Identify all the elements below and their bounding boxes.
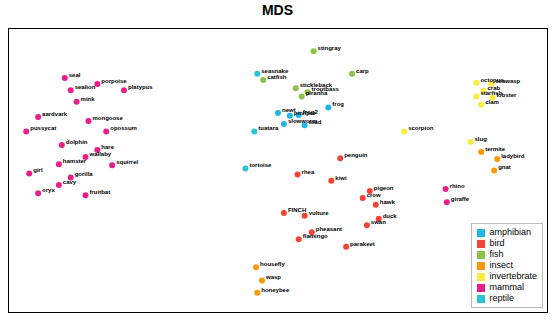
svg-text:gnat: gnat: [498, 164, 511, 170]
svg-text:porpoise: porpoise: [101, 78, 127, 84]
svg-text:catfish: catfish: [267, 74, 287, 80]
svg-text:hawk: hawk: [380, 199, 396, 205]
svg-text:vulture: vulture: [309, 210, 330, 216]
svg-text:wallaby: wallaby: [89, 151, 112, 157]
svg-text:housefly: housefly: [260, 261, 285, 267]
svg-text:newt: newt: [282, 106, 296, 113]
svg-text:FINCH: FINCH: [288, 207, 306, 213]
svg-text:tortoise: tortoise: [249, 162, 272, 168]
svg-text:slowworm: slowworm: [287, 117, 318, 124]
svg-text:flamingo: flamingo: [303, 233, 328, 239]
svg-text:mink: mink: [81, 96, 96, 102]
svg-text:pussycat: pussycat: [30, 125, 56, 131]
svg-text:kiwi: kiwi: [335, 175, 347, 181]
html-text:bird: bird: [489, 238, 505, 248]
svg-text:lobster: lobster: [496, 92, 517, 98]
svg-text:cavy: cavy: [63, 179, 77, 185]
svg-text:hamster: hamster: [63, 158, 87, 164]
html-text:reptile: reptile: [489, 293, 514, 303]
svg-text:squirrel: squirrel: [116, 159, 138, 165]
svg-text:girl: girl: [33, 167, 43, 173]
svg-text:starfish: starfish: [480, 90, 503, 97]
svg-text:slug: slug: [475, 136, 488, 142]
svg-text:platypus: platypus: [128, 84, 153, 90]
svg-text:fruitbat: fruitbat: [90, 189, 111, 195]
svg-text:sealion: sealion: [75, 84, 96, 90]
svg-text:seawasp: seawasp: [495, 78, 520, 84]
svg-text:tuatara: tuatara: [258, 125, 279, 131]
svg-text:stingray: stingray: [318, 45, 342, 51]
svg-text:dolphin: dolphin: [66, 139, 88, 145]
svg-text:oryx: oryx: [42, 187, 55, 193]
svg-text:seal: seal: [69, 72, 81, 78]
svg-text:piranha: piranha: [306, 90, 328, 96]
svg-text:frog2: frog2: [303, 109, 319, 115]
svg-text:aardvark: aardvark: [42, 111, 68, 117]
svg-text:octopus: octopus: [480, 76, 504, 83]
svg-text:troutbass: troutbass: [311, 86, 339, 93]
svg-text:crab: crab: [487, 85, 501, 91]
svg-text:frog: frog: [332, 101, 344, 107]
svg-text:gorilla: gorilla: [75, 171, 94, 177]
svg-text:penguin: penguin: [344, 152, 368, 158]
svg-text:scorpion: scorpion: [408, 125, 434, 131]
svg-text:mongoose: mongoose: [92, 115, 123, 121]
html-text:invertebrate: invertebrate: [489, 271, 537, 281]
svg-text:carp: carp: [356, 68, 369, 74]
svg-text:pigeon: pigeon: [374, 185, 394, 191]
svg-text:clam: clam: [485, 99, 499, 105]
svg-text:giraffe: giraffe: [451, 196, 470, 202]
svg-text:parakeet: parakeet: [350, 241, 375, 247]
svg-text:toad: toad: [309, 119, 322, 125]
svg-text:stickleback: stickleback: [299, 82, 333, 89]
svg-text:honeybee: honeybee: [261, 287, 290, 293]
svg-text:hare: hare: [101, 144, 114, 150]
html-text:mammal: mammal: [489, 282, 524, 292]
svg-text:duck: duck: [383, 213, 398, 219]
svg-text:ladybird: ladybird: [501, 153, 525, 159]
svg-text:opossum: opossum: [110, 125, 137, 131]
svg-text:termite: termite: [485, 146, 506, 152]
html-text:insect: insect: [489, 260, 513, 270]
html-text:fish: fish: [489, 249, 504, 259]
svg-text:rhea: rhea: [302, 169, 315, 175]
svg-text:seasnake: seasnake: [261, 68, 289, 74]
svg-text:wasp: wasp: [265, 274, 281, 280]
html-text:MDS: MDS: [261, 2, 294, 18]
svg-text:swan: swan: [371, 219, 386, 225]
svg-text:rhino: rhino: [450, 183, 465, 189]
svg-text:crow: crow: [367, 192, 381, 198]
html-text:amphibian: amphibian: [489, 227, 531, 237]
svg-text:pheasant: pheasant: [316, 226, 342, 232]
